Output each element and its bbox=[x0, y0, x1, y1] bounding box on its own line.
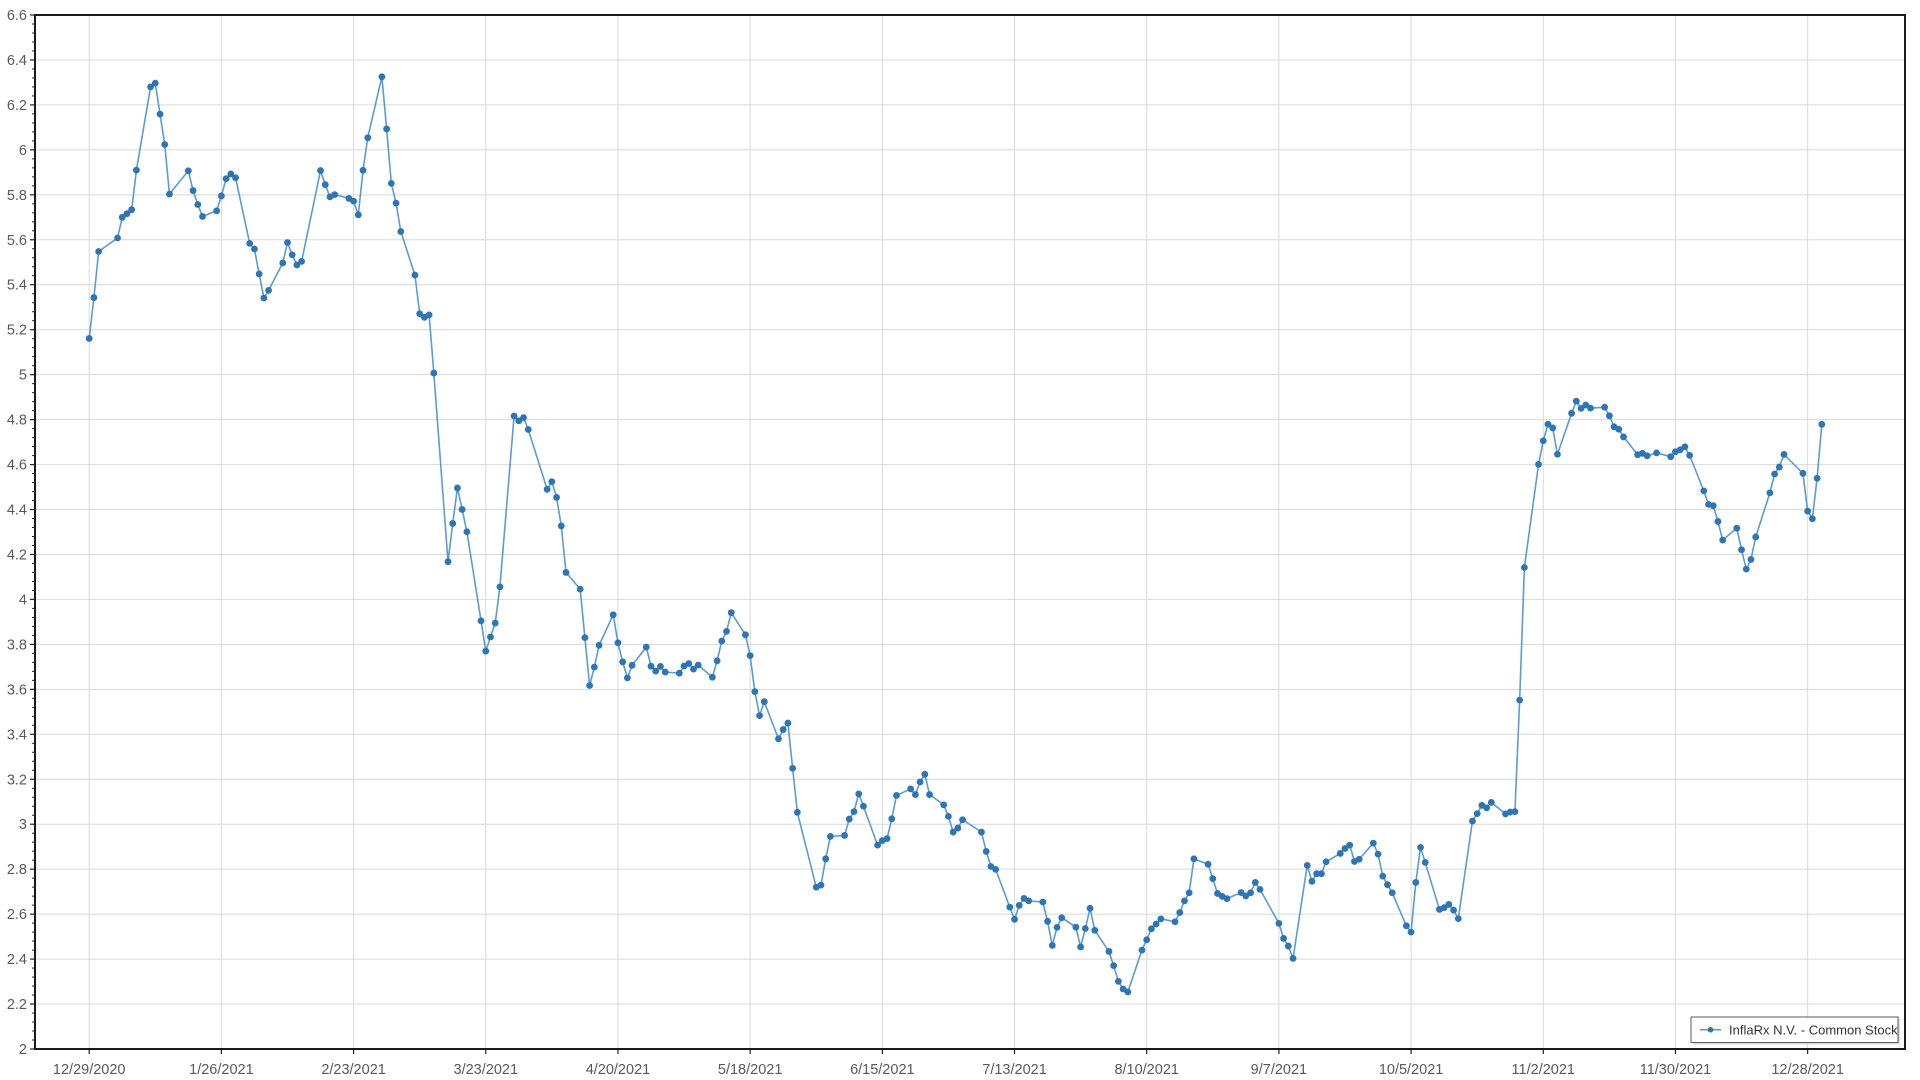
svg-text:2.6: 2.6 bbox=[7, 907, 27, 923]
svg-text:2.8: 2.8 bbox=[7, 862, 27, 878]
svg-text:12/28/2021: 12/28/2021 bbox=[1771, 1062, 1844, 1078]
svg-text:2: 2 bbox=[19, 1042, 27, 1058]
svg-text:3: 3 bbox=[19, 817, 27, 833]
svg-text:11/2/2021: 11/2/2021 bbox=[1512, 1062, 1575, 1078]
svg-text:9/7/2021: 9/7/2021 bbox=[1251, 1062, 1307, 1078]
svg-text:5/18/2021: 5/18/2021 bbox=[718, 1062, 783, 1078]
svg-text:11/30/2021: 11/30/2021 bbox=[1640, 1062, 1712, 1078]
svg-text:4.2: 4.2 bbox=[7, 547, 27, 563]
svg-text:6.4: 6.4 bbox=[7, 53, 27, 69]
svg-text:3/23/2021: 3/23/2021 bbox=[454, 1062, 519, 1078]
svg-text:10/5/2021: 10/5/2021 bbox=[1379, 1062, 1444, 1078]
svg-text:7/13/2021: 7/13/2021 bbox=[982, 1062, 1047, 1078]
svg-text:6/15/2021: 6/15/2021 bbox=[850, 1062, 915, 1078]
svg-text:8/10/2021: 8/10/2021 bbox=[1114, 1062, 1179, 1078]
svg-text:2.2: 2.2 bbox=[7, 997, 27, 1013]
svg-text:4.6: 4.6 bbox=[7, 458, 27, 474]
svg-text:12/29/2020: 12/29/2020 bbox=[53, 1062, 126, 1078]
svg-text:2.4: 2.4 bbox=[7, 952, 27, 968]
svg-text:5.4: 5.4 bbox=[7, 278, 27, 294]
svg-text:6.2: 6.2 bbox=[7, 98, 27, 114]
svg-text:4.8: 4.8 bbox=[7, 413, 27, 429]
svg-text:4/20/2021: 4/20/2021 bbox=[586, 1062, 651, 1078]
svg-text:5.8: 5.8 bbox=[7, 188, 27, 204]
svg-text:3.8: 3.8 bbox=[7, 637, 27, 653]
svg-text:6: 6 bbox=[19, 143, 27, 159]
svg-text:1/26/2021: 1/26/2021 bbox=[189, 1062, 254, 1078]
svg-text:3.4: 3.4 bbox=[7, 727, 27, 743]
svg-text:3.6: 3.6 bbox=[7, 682, 27, 698]
svg-text:5.2: 5.2 bbox=[7, 323, 27, 339]
svg-text:5.6: 5.6 bbox=[7, 233, 27, 249]
svg-text:4.4: 4.4 bbox=[7, 503, 27, 519]
svg-text:6.6: 6.6 bbox=[7, 8, 27, 24]
svg-text:3.2: 3.2 bbox=[7, 772, 27, 788]
svg-text:2/23/2021: 2/23/2021 bbox=[321, 1062, 386, 1078]
svg-text:InflaRx N.V. - Common Stock: InflaRx N.V. - Common Stock bbox=[1729, 1022, 1898, 1037]
svg-text:5: 5 bbox=[19, 368, 27, 384]
svg-text:4: 4 bbox=[19, 592, 27, 608]
